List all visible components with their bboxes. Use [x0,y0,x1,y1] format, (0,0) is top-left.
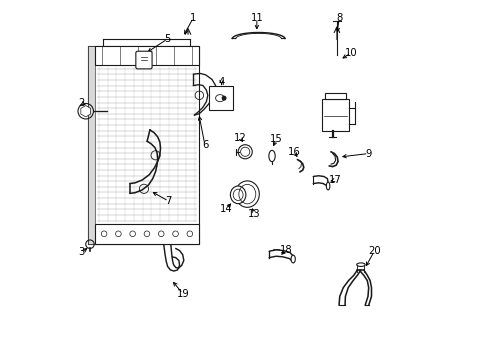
Ellipse shape [268,150,275,162]
FancyBboxPatch shape [136,51,152,69]
Text: 17: 17 [328,175,341,185]
Ellipse shape [230,186,245,204]
Bar [322,99,348,131]
Ellipse shape [356,263,365,266]
Text: 18: 18 [279,245,292,255]
Text: 14: 14 [220,204,232,214]
Text: 8: 8 [335,13,342,23]
Text: 5: 5 [164,34,170,44]
Bar [95,224,198,243]
Text: 11: 11 [250,13,263,23]
Text: 6: 6 [202,140,208,150]
Ellipse shape [325,182,329,190]
Bar [87,46,198,243]
Text: 15: 15 [269,134,282,144]
Text: 16: 16 [287,147,300,157]
Text: 20: 20 [367,246,380,256]
Text: 12: 12 [233,133,246,143]
Text: 9: 9 [365,149,371,158]
Ellipse shape [290,255,295,263]
Bar [95,46,198,66]
Bar [209,86,233,110]
Text: 1: 1 [190,13,196,23]
Text: 2: 2 [78,98,84,108]
Circle shape [222,96,225,100]
Text: 19: 19 [176,289,189,298]
Bar [87,46,95,243]
Text: 3: 3 [78,247,84,257]
Text: 13: 13 [247,208,260,219]
Text: 7: 7 [165,196,171,206]
Ellipse shape [235,181,259,207]
Text: 4: 4 [218,77,224,87]
Text: 10: 10 [344,48,357,58]
Bar [324,93,345,99]
